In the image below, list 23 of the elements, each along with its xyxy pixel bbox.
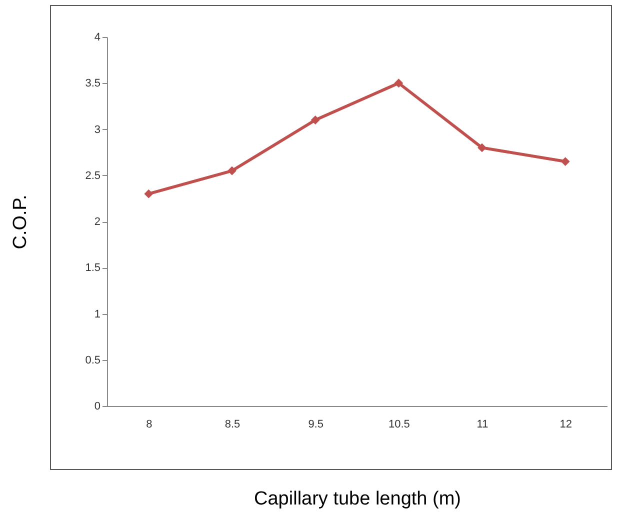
y-tick-label: 3.5 xyxy=(85,78,100,90)
x-axis-title: Capillary tube length (m) xyxy=(254,488,461,510)
x-tick-label: 11 xyxy=(476,418,488,430)
point xyxy=(394,78,404,88)
y-tick-label: 0 xyxy=(94,400,100,412)
y-tick-label: 3 xyxy=(94,124,100,136)
x-tick-label: 10.5 xyxy=(388,418,410,430)
y-axis-title: C.O.P. xyxy=(10,194,32,250)
y-tick-label: 1.5 xyxy=(85,262,100,274)
x-tick-label: 8 xyxy=(146,418,152,430)
y-tick-label: 4 xyxy=(94,32,100,44)
x-tick-label: 12 xyxy=(560,418,572,430)
point xyxy=(560,157,570,166)
point xyxy=(478,143,486,152)
point xyxy=(228,166,236,176)
y-tick-label: 2.5 xyxy=(85,170,100,182)
y-tick-label: 2 xyxy=(94,216,100,228)
y-tick-label: 1 xyxy=(94,308,100,320)
x-tick-label: 9.5 xyxy=(308,418,324,430)
point xyxy=(310,116,320,124)
point xyxy=(144,189,154,198)
x-tick-label: 8.5 xyxy=(224,418,240,430)
y-tick-label: 0.5 xyxy=(85,354,100,366)
